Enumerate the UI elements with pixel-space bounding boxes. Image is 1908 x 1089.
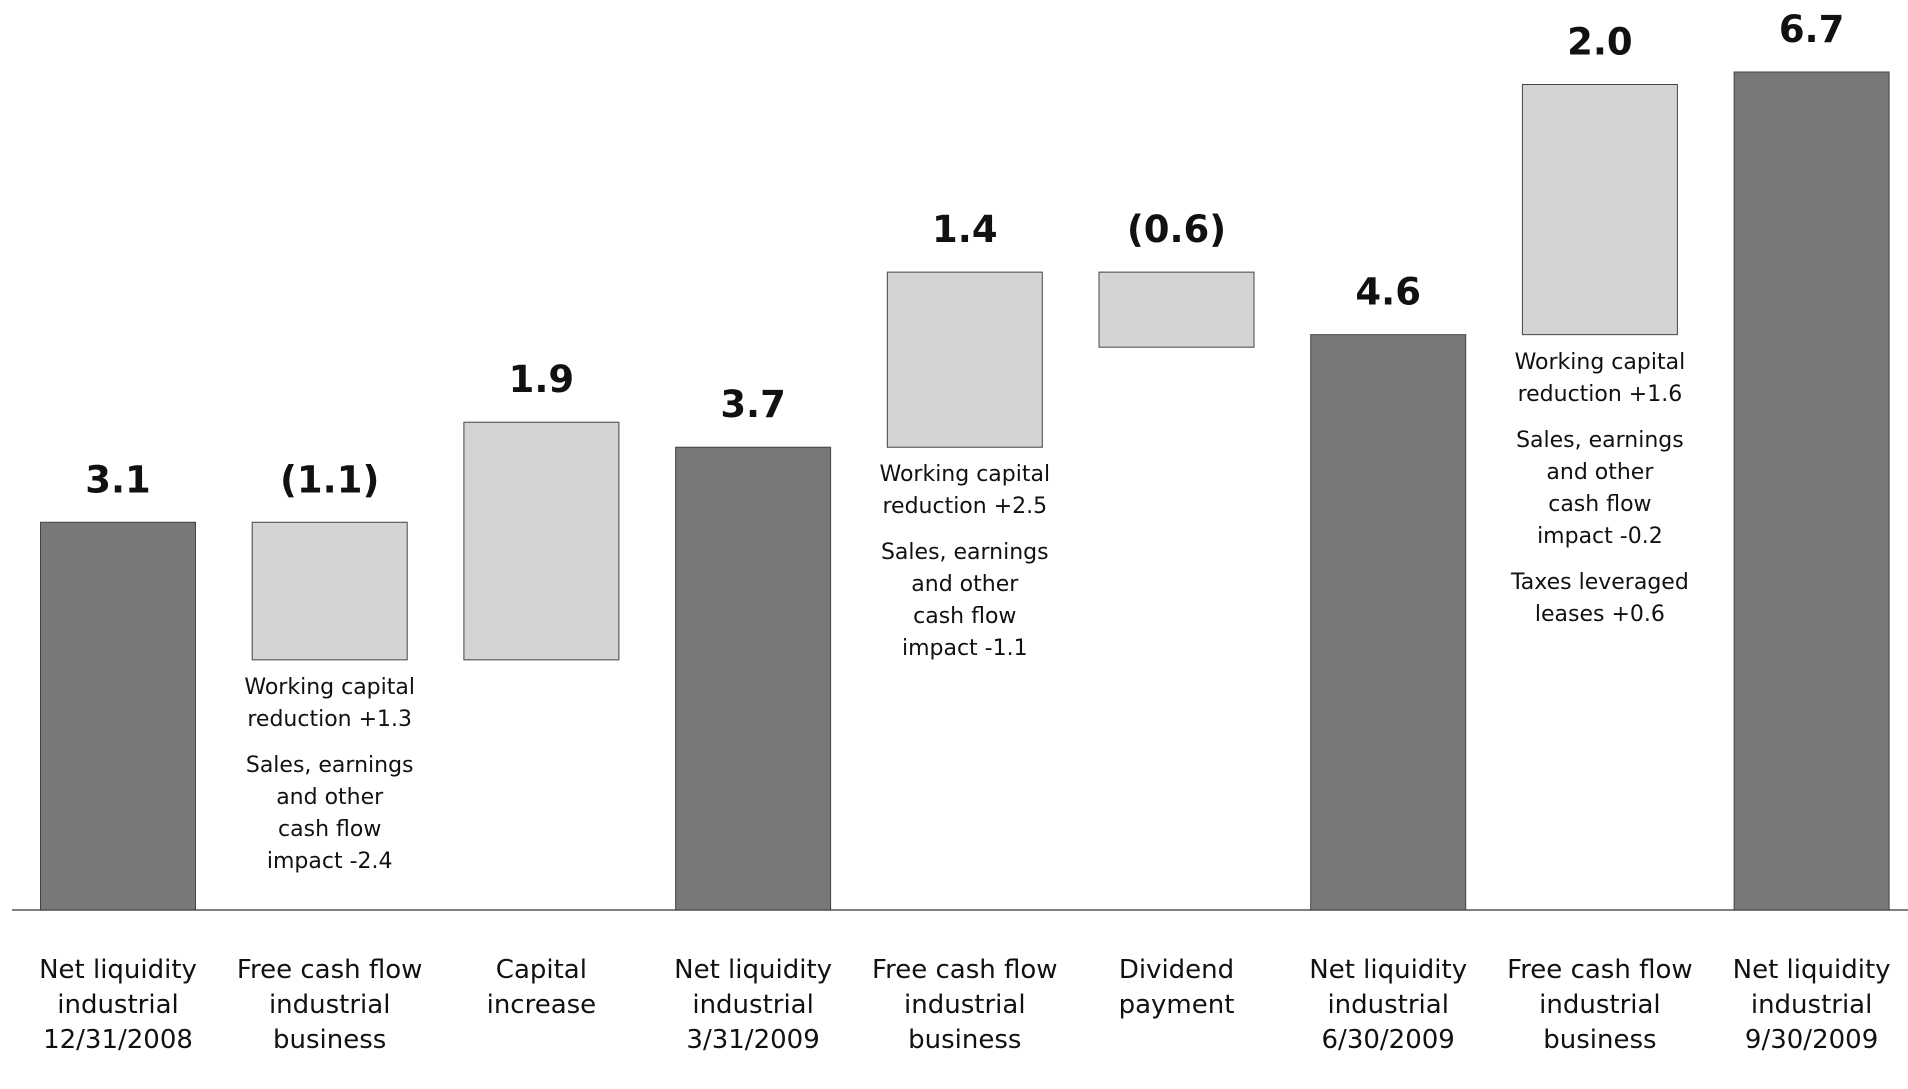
annotation-line: and other: [1546, 459, 1654, 485]
value-label: 1.9: [509, 358, 575, 401]
annotation-line: impact -2.4: [266, 848, 393, 874]
annotation-line: leases +0.6: [1534, 601, 1665, 627]
annotation: Working capital reduction +1.3 Sales, earn…: [220, 672, 440, 892]
annotation-line: Working capital: [244, 674, 415, 700]
value-label: 3.7: [720, 383, 786, 426]
annotation-line: and other: [911, 572, 1019, 598]
bar: [1310, 334, 1467, 911]
x-tick-label: Net liquidity industrial 3/31/2009: [674, 955, 833, 1055]
annotation-line: Sales, earnings: [880, 540, 1049, 566]
annotation-paragraph: Working capital reduction +2.5: [855, 459, 1075, 523]
bar: [1733, 71, 1890, 911]
annotation: Working capital reduction +2.5 Sales, earn…: [855, 459, 1075, 679]
annotation-line: impact -0.2: [1537, 523, 1663, 549]
bar: [1098, 271, 1255, 348]
annotation-line: Sales, earnings: [245, 752, 414, 778]
annotation-line: reduction +1.6: [1517, 381, 1683, 407]
value-label: (0.6): [1127, 208, 1226, 251]
annotation-line: reduction +1.3: [247, 706, 413, 732]
annotation-paragraph: Sales, earnings and other cash flow impact …: [220, 750, 440, 878]
bar: [463, 421, 620, 661]
x-tick-label: Free cash flow industrial business: [872, 955, 1058, 1055]
bar: [886, 271, 1043, 448]
x-tick-label: Net liquidity industrial 12/31/2008: [39, 955, 197, 1055]
value-label: (1.1): [280, 458, 379, 501]
value-label: 6.7: [1779, 8, 1845, 51]
x-tick-label: Net liquidity industrial 6/30/2009: [1309, 955, 1468, 1055]
annotation-paragraph: Taxes leveraged leases +0.6: [1490, 567, 1710, 631]
x-tick-label: Capital increase: [486, 955, 597, 1020]
x-tick-label: Free cash flow industrial business: [236, 955, 423, 1055]
annotation-line: cash flow: [1548, 491, 1652, 517]
bar: [675, 446, 832, 911]
bar: [1521, 84, 1678, 336]
annotation-paragraph: Working capital reduction +1.6: [1490, 347, 1710, 411]
annotation-line: impact -1.1: [901, 636, 1028, 662]
annotation-line: Sales, earnings: [1516, 427, 1684, 453]
x-tick-label: Free cash flow industrial business: [1507, 955, 1693, 1055]
annotation-line: cash flow: [913, 604, 1017, 630]
annotation-line: and other: [276, 784, 384, 810]
x-tick-label: Dividend payment: [1118, 955, 1235, 1020]
annotation-line: Taxes leveraged: [1510, 569, 1689, 595]
value-label: 2.0: [1567, 21, 1633, 64]
annotation-paragraph: Working capital reduction +1.3: [220, 672, 440, 736]
annotation-line: Working capital: [1514, 349, 1686, 375]
bar: [251, 521, 408, 661]
annotation: Working capital reduction +1.6 Sales, earn…: [1490, 347, 1710, 645]
annotation-line: reduction +2.5: [882, 494, 1048, 520]
x-tick-label: Net liquidity industrial 9/30/2009: [1732, 955, 1891, 1055]
annotation-paragraph: Sales, earnings and other cash flow impact …: [1490, 425, 1710, 553]
annotation-line: cash flow: [278, 816, 382, 842]
value-label: 4.6: [1355, 271, 1421, 314]
annotation-paragraph: Sales, earnings and other cash flow impact …: [855, 537, 1075, 665]
bar: [40, 521, 196, 911]
value-label: 3.1: [85, 458, 151, 501]
value-label: 1.4: [932, 208, 998, 251]
annotation-line: Working capital: [879, 462, 1051, 488]
